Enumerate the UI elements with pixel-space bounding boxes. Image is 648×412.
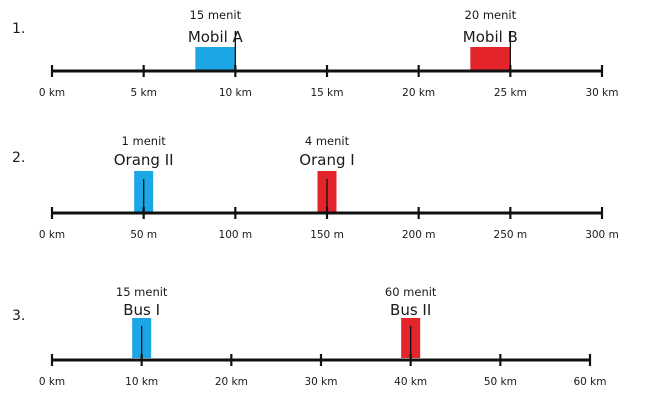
red-marker-block <box>470 47 511 70</box>
tick-label: 50 m <box>130 229 157 241</box>
tick-label: 50 km <box>484 376 517 388</box>
tick-label: 5 km <box>131 87 157 99</box>
tick-label: 20 km <box>215 376 248 388</box>
problem-2: 2. 1 menit Orang II 4 menit Orang I 0 km 50 m 1… <box>12 134 619 241</box>
time-label: 20 menit <box>465 8 517 22</box>
tick-label: 100 m <box>219 229 253 241</box>
problem-number: 2. <box>12 150 25 166</box>
blue-marker-block <box>195 47 236 70</box>
problem-number: 3. <box>12 308 25 324</box>
tick-label: 30 km <box>585 87 618 99</box>
vehicle-name-label: Orang I <box>299 151 354 169</box>
time-label: 15 menit <box>190 8 242 22</box>
tick-label: 20 km <box>402 87 435 99</box>
tick-label: 40 km <box>394 376 427 388</box>
vehicle-name-label: Bus II <box>390 301 431 319</box>
vehicle-name-label: Bus I <box>123 301 160 319</box>
problem-1: 1. 15 menit Mobil A 20 menit Mobil B 0 km 5 km… <box>12 8 619 99</box>
vehicle-name-label: Orang II <box>114 151 174 169</box>
time-label: 15 menit <box>116 285 168 299</box>
tick-label: 25 km <box>494 87 527 99</box>
tick-label: 0 km <box>39 229 65 241</box>
vehicle-name-label: Mobil A <box>188 28 244 46</box>
tick-label: 10 km <box>125 376 158 388</box>
time-label: 1 menit <box>122 134 167 148</box>
tick-label: 0 km <box>39 376 65 388</box>
problem-3: 3. 15 menit Bus I 60 menit Bus II 0 km 10 km 20… <box>12 285 607 388</box>
tick-label: 15 km <box>310 87 343 99</box>
vehicle-name-label: Mobil B <box>463 28 518 46</box>
time-label: 60 menit <box>385 285 437 299</box>
tick-label: 300 m <box>585 229 619 241</box>
tick-label: 200 m <box>402 229 436 241</box>
problem-number: 1. <box>12 21 25 37</box>
tick-label: 30 km <box>304 376 337 388</box>
tick-label: 10 km <box>219 87 252 99</box>
tick-label: 60 km <box>573 376 606 388</box>
tick-label: 0 km <box>39 87 65 99</box>
time-label: 4 menit <box>305 134 350 148</box>
tick-label: 250 m <box>494 229 528 241</box>
tick-label: 150 m <box>310 229 344 241</box>
